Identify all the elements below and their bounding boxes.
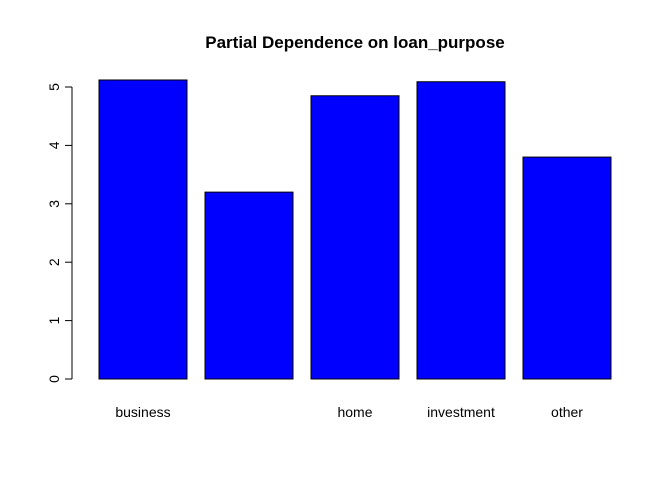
y-tick-label: 0 xyxy=(46,375,62,383)
bar-other xyxy=(522,156,612,380)
x-tick-label: business xyxy=(115,404,170,420)
y-tick-label: 1 xyxy=(46,316,62,324)
bar-unlabeled-1 xyxy=(204,191,294,380)
y-tick-label: 2 xyxy=(46,258,62,266)
y-tick-label: 4 xyxy=(46,141,62,149)
x-tick-label: other xyxy=(551,404,583,420)
y-tick-label: 5 xyxy=(46,83,62,91)
x-tick-label: investment xyxy=(427,404,495,420)
x-axis-labels: business home investment other xyxy=(115,404,583,420)
x-tick-label: home xyxy=(337,404,372,420)
bar-investment xyxy=(416,81,506,380)
y-tick-label: 3 xyxy=(46,200,62,208)
chart-title: Partial Dependence on loan_purpose xyxy=(205,33,504,52)
bar-home xyxy=(310,95,400,380)
y-axis: 0 1 2 3 4 5 xyxy=(46,83,73,383)
bars-group xyxy=(98,79,612,380)
bar-business xyxy=(98,79,188,380)
